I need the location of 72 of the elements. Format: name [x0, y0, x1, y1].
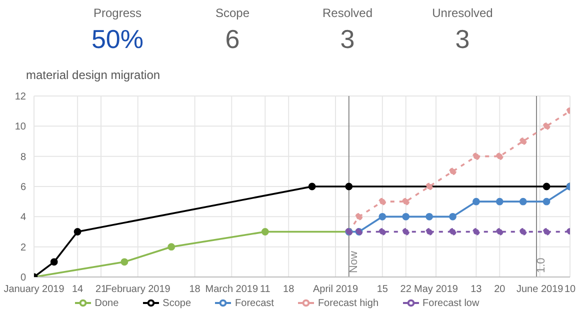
point [519, 228, 527, 236]
legend-label: Forecast low [422, 298, 480, 309]
x-tick-label: 10 [564, 284, 576, 296]
legend-label: Forecast [235, 298, 274, 309]
legend-label: Done [94, 298, 119, 309]
point [519, 198, 527, 206]
point [542, 122, 550, 130]
point [426, 228, 433, 236]
category-label: Resolved [321, 6, 374, 20]
y-tick-label: 6 [20, 182, 26, 194]
point [426, 182, 433, 190]
x-tick-label: 21 [95, 284, 107, 296]
text: 6 [225, 24, 240, 54]
x-tick-label: April 2019 [312, 284, 358, 296]
x-tick-label: 22 [400, 284, 412, 296]
y-tick-label: 4 [20, 212, 26, 224]
point [519, 138, 527, 145]
point [472, 198, 480, 206]
ref-line-label: 1.0 [536, 258, 548, 273]
point [449, 212, 456, 220]
text: 3 [455, 24, 470, 54]
point [496, 152, 504, 160]
x-tick-label: June 2019 [516, 284, 564, 296]
point [378, 228, 386, 236]
x-tick-label: 18 [189, 284, 201, 296]
y-tick-label: 2 [20, 242, 26, 254]
category-label: Scope [214, 6, 251, 20]
point [542, 182, 550, 190]
x-tick-label: 15 [376, 284, 388, 296]
x-tick-label: May 2019 [414, 284, 458, 296]
point [496, 228, 504, 236]
point [449, 228, 456, 236]
point [426, 212, 433, 220]
category-label: Progress [92, 6, 143, 20]
category-label: Unresolved [431, 6, 494, 20]
point [496, 198, 504, 206]
y-tick-label: 12 [14, 92, 26, 103]
text: 3 [340, 24, 355, 54]
x-tick-label: March 2019 [205, 284, 258, 296]
text: 50% [91, 24, 144, 54]
x-tick-label: 20 [494, 284, 506, 296]
ref-line-label: Now [348, 250, 360, 273]
x-tick-label: 14 [72, 284, 84, 296]
point [378, 212, 386, 220]
point [355, 212, 363, 220]
legend-label: Scope [162, 298, 192, 309]
chart-title: material design migration [25, 68, 162, 84]
y-tick-label: 0 [20, 272, 26, 284]
point [120, 258, 128, 266]
point [378, 198, 386, 206]
legend-label: Forecast high [318, 298, 379, 309]
x-tick-label: 11 [260, 284, 271, 296]
x-tick-label: January 2019 [4, 284, 65, 296]
point [402, 198, 410, 206]
point [74, 228, 82, 236]
point [472, 152, 480, 160]
point [168, 243, 176, 251]
y-tick-label: 8 [20, 152, 26, 163]
point [542, 228, 550, 236]
y-tick-label: 10 [14, 122, 26, 133]
point [402, 212, 410, 220]
x-tick-label: February 2019 [105, 284, 171, 296]
point [472, 228, 480, 236]
point [308, 182, 316, 190]
point [449, 168, 456, 176]
point [345, 182, 353, 190]
point [542, 198, 550, 206]
point [402, 228, 410, 236]
x-tick-label: 18 [283, 284, 295, 296]
x-tick-label: 13 [470, 284, 482, 296]
point [50, 258, 58, 266]
point [261, 228, 269, 236]
